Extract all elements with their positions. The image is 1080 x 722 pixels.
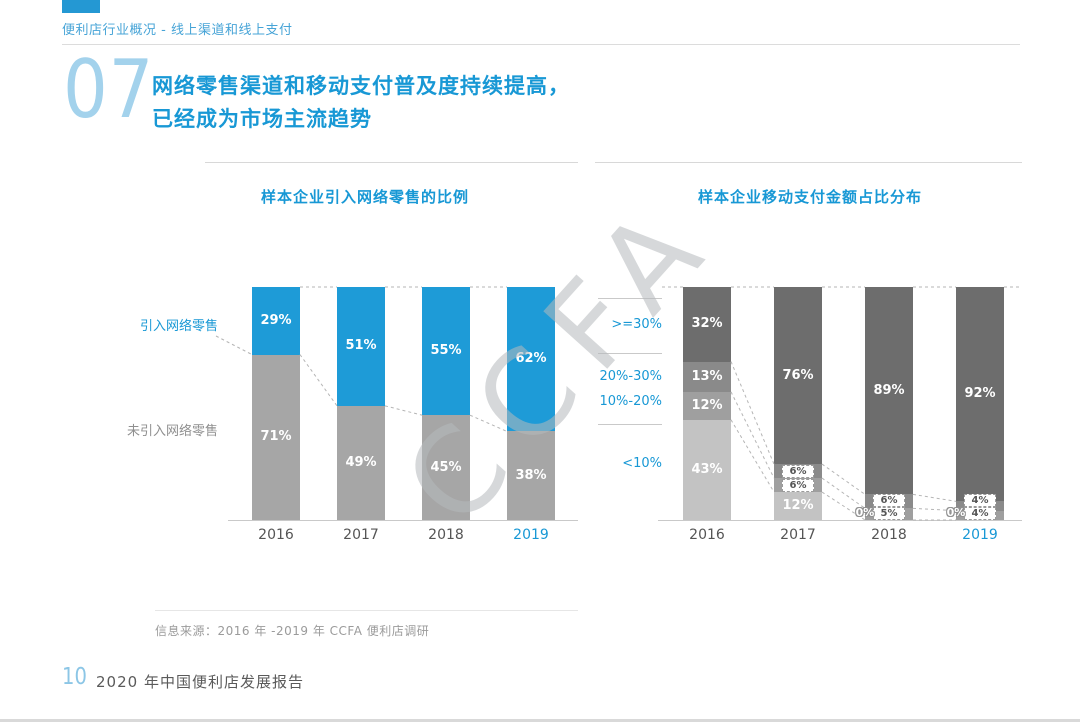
left-chart-series-label-online: 引入网络零售 — [139, 319, 218, 334]
bar-value-label: 38% — [515, 467, 547, 483]
bar-segment — [337, 405, 385, 520]
bar-value-label: 62% — [515, 351, 547, 367]
x-axis-label: 2016 — [258, 527, 294, 543]
section-title-line2: 已经成为市场主流趋势 — [152, 107, 372, 131]
bar-value-label: 92% — [964, 386, 996, 402]
bar-segment — [956, 287, 1004, 502]
bar-value-label: 43% — [691, 461, 723, 477]
left-chart-baseline — [228, 520, 578, 521]
bar-segment — [683, 361, 731, 392]
bar-segment — [507, 431, 555, 520]
header-divider — [62, 44, 1020, 45]
bar-segment — [865, 287, 913, 495]
page-number: 10 — [62, 664, 87, 690]
x-axis-label: 2016 — [689, 527, 725, 543]
section-title-line1: 网络零售渠道和移动支付普及度持续提高， — [152, 74, 570, 98]
bar-zero-label: 0% — [946, 506, 966, 519]
bar-value-callout: 6% — [782, 465, 814, 479]
left-chart-series-label-offline: 未引入网络零售 — [126, 424, 218, 439]
bar-value-label: 76% — [782, 367, 814, 383]
right-chart-axis-label-20-30: 20%-30% — [599, 369, 662, 384]
bar-value-callout: 4% — [964, 494, 996, 507]
bar-segment — [683, 419, 731, 520]
section-number: 07 — [63, 43, 155, 136]
bar-value-label: 49% — [345, 454, 377, 470]
bar-segment — [774, 492, 822, 520]
bar-value-callout: 4% — [964, 507, 996, 520]
x-axis-label: 2019 — [513, 527, 549, 543]
bar-value-label: 51% — [345, 338, 377, 354]
bar-segment — [422, 415, 470, 520]
x-axis-label: 2017 — [780, 527, 816, 543]
right-chart-axis-separator — [598, 424, 662, 425]
bar-value-label: 12% — [691, 397, 723, 413]
x-axis-label: 2018 — [428, 527, 464, 543]
bar-value-label: 55% — [430, 343, 462, 359]
right-chart-divider — [595, 162, 1022, 163]
bar-segment — [337, 287, 385, 406]
right-chart-axis-label-10-20: 10%-20% — [599, 394, 662, 409]
bar-value-label: 45% — [430, 459, 462, 475]
bar-segment — [683, 287, 731, 362]
right-chart-axis-label-30plus: >=30% — [611, 317, 662, 332]
bar-value-label: 89% — [873, 382, 905, 398]
bar-segment — [683, 391, 731, 420]
bar-value-label: 71% — [260, 429, 292, 445]
top-accent-bar — [62, 0, 100, 13]
bar-value-label: 32% — [691, 316, 723, 332]
bar-value-label: 29% — [260, 312, 292, 328]
bar-value-label: 13% — [691, 368, 723, 384]
left-chart-divider — [205, 162, 578, 163]
bar-segment — [507, 287, 555, 432]
x-axis-label: 2018 — [871, 527, 907, 543]
page-header: 便利店行业概况 - 线上渠道和线上支付 — [62, 23, 293, 38]
right-chart-axis-separator — [598, 353, 662, 354]
right-chart-baseline — [658, 520, 1022, 521]
bar-segment — [252, 354, 300, 520]
bar-segment — [252, 287, 300, 355]
footer-title: 2020 年中国便利店发展报告 — [96, 673, 304, 691]
x-axis-label: 2017 — [343, 527, 379, 543]
source-note: 信息来源：2016 年 -2019 年 CCFA 便利店调研 — [155, 624, 430, 638]
bar-segment — [422, 287, 470, 416]
right-chart-title: 样本企业移动支付金额占比分布 — [697, 188, 922, 206]
source-divider — [155, 610, 578, 611]
x-axis-label: 2019 — [962, 527, 998, 543]
right-chart-axis-separator — [598, 298, 662, 299]
section-title: 网络零售渠道和移动支付普及度持续提高， 已经成为市场主流趋势 — [152, 70, 570, 136]
bar-segment — [774, 287, 822, 465]
right-chart-axis-label-under10: <10% — [622, 456, 662, 471]
bar-value-callout: 6% — [782, 479, 814, 493]
bar-zero-label: 0% — [855, 506, 875, 519]
bar-value-label: 12% — [782, 498, 814, 514]
bar-value-callout: 6% — [873, 494, 905, 507]
left-chart-title: 样本企业引入网络零售的比例 — [260, 188, 469, 206]
bar-value-callout: 5% — [873, 507, 905, 520]
